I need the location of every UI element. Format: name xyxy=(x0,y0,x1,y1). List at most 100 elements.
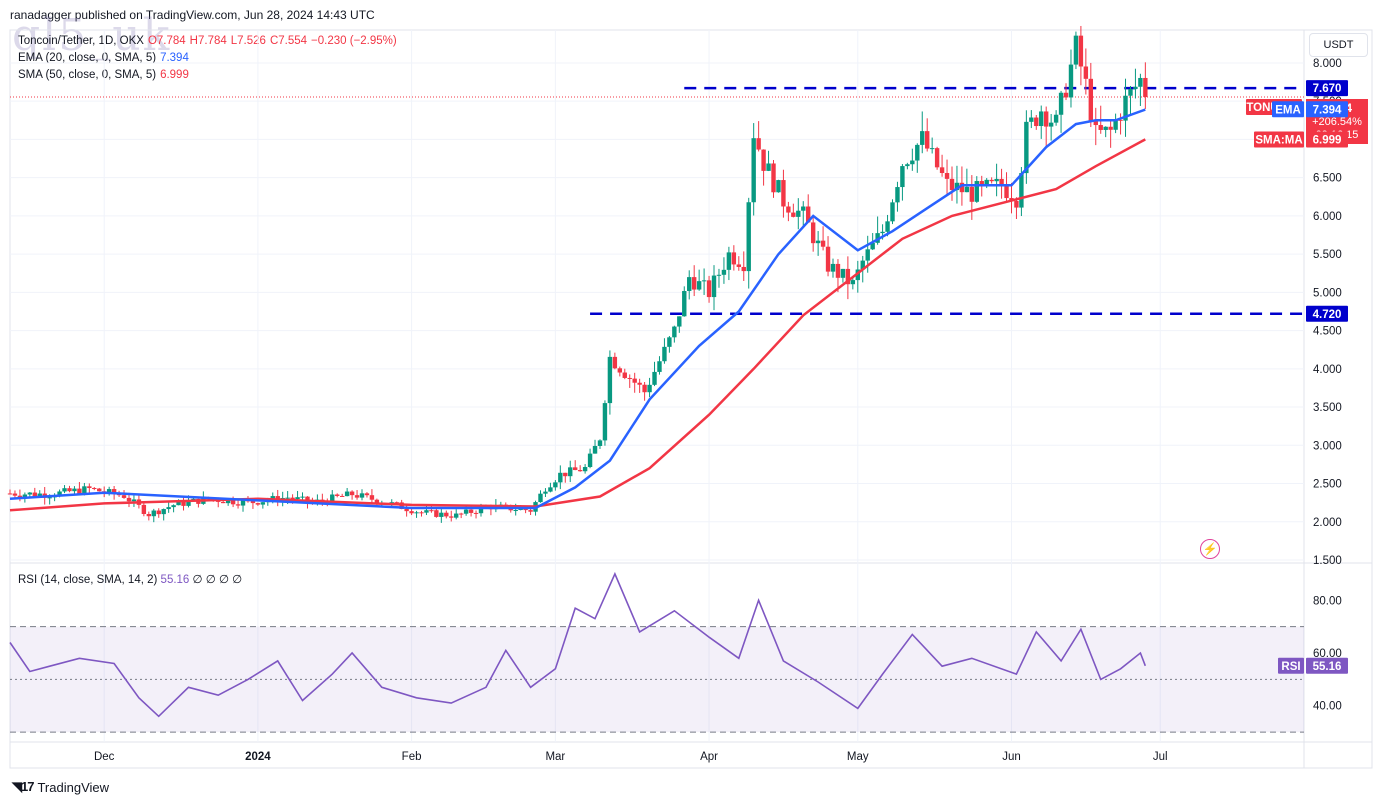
currency-button[interactable]: USDT xyxy=(1309,33,1368,57)
candle-down xyxy=(1083,66,1089,79)
candle-up xyxy=(1029,117,1034,122)
symbol-name[interactable]: Toncoin/Tether, 1D, OKX xyxy=(18,35,144,47)
candle-down xyxy=(419,512,424,514)
candle-up xyxy=(543,491,548,494)
candle-down xyxy=(612,356,618,369)
candle-up xyxy=(478,507,484,514)
candle-up xyxy=(900,166,905,188)
grid-lines xyxy=(10,30,1304,742)
lightning-icon[interactable]: ⚡ xyxy=(1200,539,1220,559)
candle-up xyxy=(865,249,870,261)
price-tick-label: 3.000 xyxy=(1313,440,1342,452)
rsi-axis-ticks[interactable]: 80.00 60.00 40.00 xyxy=(1313,595,1342,712)
candle-down xyxy=(1034,117,1039,127)
candle-down xyxy=(394,502,399,504)
candle-up xyxy=(726,252,732,270)
candle-up xyxy=(22,494,28,498)
candle-up xyxy=(716,274,722,276)
candle-down xyxy=(806,206,811,223)
candle-down xyxy=(934,148,940,168)
candle-down xyxy=(409,511,414,514)
rsi-legend[interactable]: RSI (14, close, SMA, 14, 2) 55.16 ∅ ∅ ∅ … xyxy=(18,572,242,586)
candle-down xyxy=(1093,121,1098,126)
candle-down xyxy=(622,372,627,378)
candle-up xyxy=(424,510,429,513)
candle-up xyxy=(652,371,657,385)
candle-up xyxy=(1058,92,1064,115)
price-tick-label: 6.500 xyxy=(1313,173,1342,185)
candle-down xyxy=(111,489,117,494)
candle-up xyxy=(647,384,652,393)
time-axis-labels[interactable]: Dec 2024 Feb Mar Apr May Jun Jul xyxy=(94,751,1168,763)
candle-up xyxy=(672,326,677,338)
candle-down xyxy=(632,378,637,383)
candle-down xyxy=(146,514,152,517)
ema-tag-text: EMA xyxy=(1275,104,1301,116)
candles xyxy=(7,25,1148,523)
candle-up xyxy=(1024,121,1029,174)
candle-up xyxy=(815,240,821,244)
moving-average-lines xyxy=(9,108,1146,512)
candle-down xyxy=(786,206,791,213)
price-tick-label: 4.000 xyxy=(1313,364,1342,376)
candle-up xyxy=(964,186,970,193)
last-price-text: +206.54% xyxy=(1312,116,1362,128)
ohlc-open: O7.784 xyxy=(147,35,186,47)
candle-down xyxy=(32,492,37,497)
footer-brand[interactable]: ◥17 TradingView xyxy=(12,779,109,795)
candle-down xyxy=(741,266,746,272)
candle-down xyxy=(1088,78,1094,122)
horizontal-levels[interactable] xyxy=(10,86,1304,316)
candle-down xyxy=(126,497,132,502)
candle-down xyxy=(156,510,161,515)
candle-down xyxy=(335,494,340,496)
candle-down xyxy=(979,181,984,185)
candle-down xyxy=(97,488,102,492)
support-badge-text: 4.720 xyxy=(1313,309,1342,321)
candle-down xyxy=(458,513,464,515)
candle-up xyxy=(27,492,33,495)
support-badge-bg xyxy=(1306,305,1348,322)
candle-up xyxy=(587,453,593,468)
symbol-legend[interactable]: Toncoin/Tether, 1D, OKX O7.784 H7.784 L7.52… xyxy=(18,35,401,47)
rsi-tag-bg xyxy=(1278,657,1304,674)
publish-line: ranadagger published on TradingView.com,… xyxy=(10,8,375,22)
candle-up xyxy=(667,337,672,347)
candle-up xyxy=(929,148,935,150)
rsi-tick-label: 80.00 xyxy=(1313,595,1342,607)
sma-tag-bg xyxy=(1254,131,1304,148)
chart-frame xyxy=(9,29,1373,769)
candle-down xyxy=(989,179,994,182)
candle-down xyxy=(706,280,712,298)
candle-up xyxy=(1133,86,1138,89)
candle-down xyxy=(404,509,409,512)
candle-up xyxy=(657,361,662,372)
candle-down xyxy=(1014,200,1019,208)
candle-down xyxy=(691,277,697,290)
candle-down xyxy=(449,516,454,518)
price-tick-label: 4.500 xyxy=(1313,326,1342,338)
candle-up xyxy=(37,493,42,497)
candle-up xyxy=(895,187,900,203)
candle-up xyxy=(1113,119,1118,130)
time-label: Mar xyxy=(545,751,565,763)
candle-up xyxy=(186,501,191,506)
candle-up xyxy=(582,467,588,472)
rsi-legend-value: 55.16 xyxy=(160,574,190,586)
candle-up xyxy=(57,491,62,497)
candle-up xyxy=(558,472,563,483)
sma-legend[interactable]: SMA (50, close, 0, SMA, 5) 6.999 xyxy=(18,69,193,81)
ema-legend[interactable]: EMA (20, close, 0, SMA, 5) 7.394 xyxy=(18,52,193,64)
candle-up xyxy=(855,269,860,281)
candle-down xyxy=(944,173,950,179)
candle-up xyxy=(513,510,518,512)
candle-down xyxy=(642,384,647,393)
candle-up xyxy=(1128,88,1133,96)
candle-down xyxy=(563,472,568,477)
candle-up xyxy=(1019,173,1024,208)
candle-down xyxy=(220,501,226,504)
candle-down xyxy=(756,138,761,150)
candle-up xyxy=(359,493,365,498)
rsi-band-fill xyxy=(10,626,1304,733)
